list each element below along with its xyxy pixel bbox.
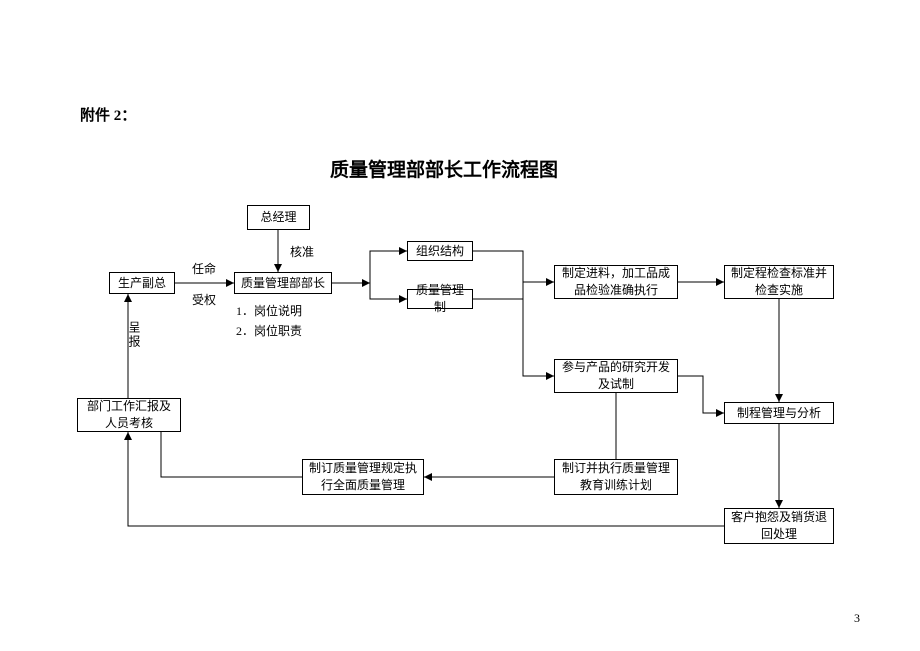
node-report: 部门工作汇报及人员考核 <box>77 398 181 432</box>
node-org: 组织结构 <box>407 241 473 261</box>
node-analysis: 制程管理与分析 <box>724 402 834 424</box>
node-inspect: 制定进料，加工品成品检验准确执行 <box>554 265 678 299</box>
node-training: 制订并执行质量管理教育训练计划 <box>554 459 678 495</box>
annot-line1: 1．岗位说明 <box>236 301 302 321</box>
manager-annotation: 1．岗位说明 2．岗位职责 <box>236 301 302 342</box>
label-approve: 核准 <box>290 243 314 260</box>
node-std: 制定程检查标准并检查实施 <box>724 265 834 299</box>
label-appoint: 任命 <box>192 260 216 277</box>
label-authorize: 受权 <box>192 291 216 308</box>
node-vp: 生产副总 <box>109 272 175 294</box>
node-rd: 参与产品的研究开发及试制 <box>554 359 678 393</box>
page-number: 3 <box>854 611 860 626</box>
node-qsys: 质量管理制 <box>407 289 473 309</box>
node-mgr: 质量管理部部长 <box>234 272 332 294</box>
node-complaint: 客户抱怨及销货退回处理 <box>724 508 834 544</box>
node-gm: 总经理 <box>247 205 310 230</box>
label-report: 呈报 <box>126 321 143 349</box>
page: 附件 2： 质量管理部部长工作流程图 总经理生产副总质量管理部部长组织结构质量管… <box>0 0 920 651</box>
annot-line2: 2．岗位职责 <box>236 321 302 341</box>
node-policy: 制订质量管理规定执行全面质量管理 <box>302 459 424 495</box>
